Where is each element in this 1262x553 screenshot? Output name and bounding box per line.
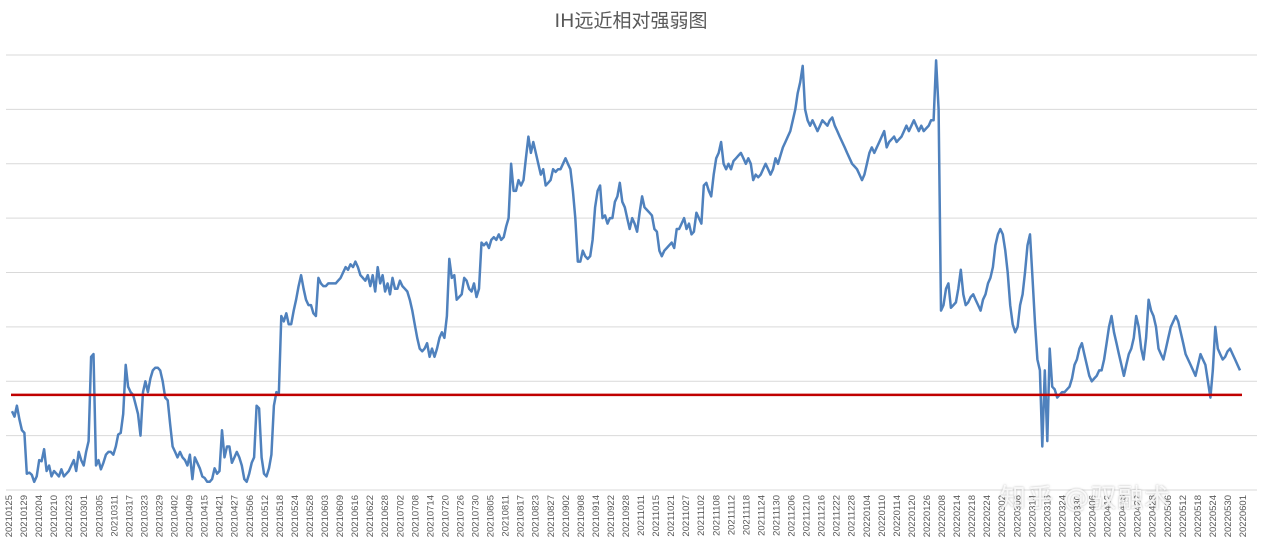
x-tick-label: 20211108 (711, 495, 722, 536)
x-tick-label: 20220406 (1088, 495, 1099, 537)
x-tick-label: 20211112 (726, 495, 737, 535)
x-tick-label: 20211021 (666, 495, 677, 537)
x-tick-label: 20210402 (170, 495, 181, 537)
x-tick-label: 20210720 (440, 495, 451, 537)
x-tick-label: 20211228 (847, 495, 858, 537)
x-tick-label: 20220224 (982, 495, 993, 537)
x-tick-label: 20211011 (636, 495, 647, 536)
x-tick-label: 20210524 (290, 495, 301, 537)
x-tick-label: 20210622 (365, 495, 376, 537)
x-tick-label: 20211206 (787, 495, 798, 537)
chart-title: IH远近相对强弱图 (554, 10, 708, 32)
x-tick-label: 20210730 (471, 495, 482, 537)
x-tick-label: 20211130 (772, 495, 783, 536)
x-tick-label: 20220302 (997, 495, 1008, 537)
x-tick-label: 20210518 (275, 495, 286, 537)
x-tick-label: 20210311 (109, 495, 120, 537)
x-tick-label: 20210129 (19, 495, 30, 537)
x-tick-label: 20210301 (79, 495, 90, 537)
x-tick-label: 20210628 (380, 495, 391, 537)
x-tick-label: 20211102 (696, 495, 707, 536)
watermark-text: 知乎 @驭融术 (1000, 484, 1172, 514)
x-tick-label: 20210506 (245, 495, 256, 537)
x-tick-label: 20210726 (456, 495, 467, 537)
x-tick-label: 20210811 (501, 495, 512, 537)
series-line (10, 59, 1242, 484)
x-tick-label: 20220428 (1148, 495, 1159, 537)
x-tick-label: 20220314 (1027, 495, 1038, 537)
x-tick-label: 20220104 (862, 495, 873, 537)
x-tick-label: 20210922 (606, 495, 617, 537)
x-tick-label: 20220126 (922, 495, 933, 537)
x-tick-label: 20211124 (756, 495, 767, 536)
x-tick-label: 20211015 (651, 495, 662, 537)
x-tick-label: 20210714 (425, 495, 436, 537)
x-tick-label: 20220114 (892, 495, 903, 537)
x-tick-label: 20210415 (200, 495, 211, 537)
x-tick-label: 20220208 (937, 495, 948, 537)
x-tick-label: 20210427 (230, 495, 241, 537)
x-tick-label: 20210914 (591, 495, 602, 537)
x-tick-label: 20210323 (139, 495, 150, 537)
x-tick-label: 20210603 (320, 495, 331, 537)
x-tick-label: 20211118 (741, 495, 752, 535)
x-tick-label: 20210609 (335, 495, 346, 537)
x-tick-label: 20220214 (952, 495, 963, 537)
x-tick-label: 20211222 (832, 495, 843, 537)
x-tick-label: 20210421 (215, 495, 226, 537)
x-tick-label: 20210329 (155, 495, 166, 537)
x-tick-label: 20210223 (64, 495, 75, 537)
x-tick-label: 20220418 (1118, 495, 1129, 537)
x-tick-label: 20220512 (1178, 495, 1189, 537)
x-tick-label: 20210823 (531, 495, 542, 537)
x-tick-label: 20211216 (817, 495, 828, 537)
x-tick-label: 20210928 (621, 495, 632, 537)
x-tick-label: 20210210 (49, 495, 60, 537)
x-tick-label: 20210827 (546, 495, 557, 537)
x-tick-label: 20211027 (681, 495, 692, 537)
x-tick-label: 20220601 (1238, 495, 1249, 537)
x-tick-label: 20220324 (1057, 495, 1068, 537)
x-tick-label: 20210204 (34, 495, 45, 537)
x-tick-label: 20210616 (350, 495, 361, 537)
x-tick-label: 20220318 (1042, 495, 1053, 537)
x-tick-label: 20220518 (1193, 495, 1204, 537)
x-tick-label: 20210528 (305, 495, 316, 537)
x-tick-label: 20210805 (486, 495, 497, 537)
x-tick-label: 20220308 (1012, 495, 1023, 537)
x-tick-label: 20220218 (967, 495, 978, 537)
x-tick-label: 20220110 (877, 495, 888, 537)
x-tick-label: 20210908 (576, 495, 587, 537)
x-tick-label: 20220530 (1223, 495, 1234, 537)
x-tick-label: 20210125 (4, 495, 15, 537)
x-tick-label: 20220330 (1073, 495, 1084, 537)
x-tick-label: 20210708 (410, 495, 421, 537)
x-tick-label: 20220506 (1163, 495, 1174, 537)
x-tick-label: 20220412 (1103, 495, 1114, 537)
x-tick-label: 20211210 (802, 495, 813, 537)
x-tick-label: 20220524 (1208, 495, 1219, 537)
x-tick-label: 20210902 (561, 495, 572, 537)
x-tick-label: 20210817 (516, 495, 527, 537)
x-tick-label: 20220120 (907, 495, 918, 537)
x-tick-label: 20220422 (1133, 495, 1144, 537)
x-tick-label: 20210317 (124, 495, 135, 537)
x-tick-label: 20210512 (260, 495, 271, 537)
x-tick-label: 20210305 (94, 495, 105, 537)
x-tick-label: 20210409 (185, 495, 196, 537)
x-tick-label: 20210702 (395, 495, 406, 537)
